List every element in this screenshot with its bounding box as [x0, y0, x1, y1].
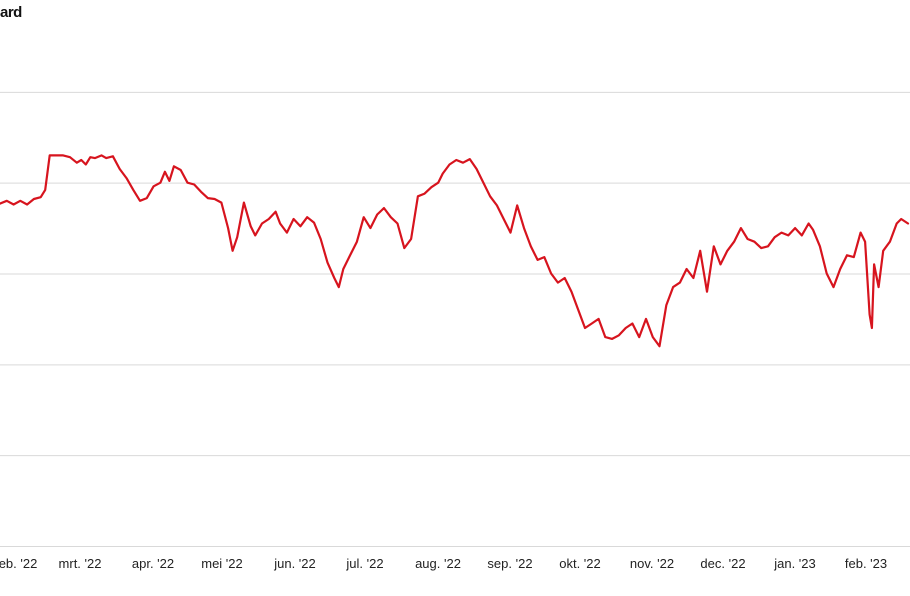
- x-tick-label: jan. '23: [773, 556, 816, 571]
- x-tick-label: sep. '22: [487, 556, 532, 571]
- x-tick-label: mei '22: [201, 556, 243, 571]
- x-tick-label: okt. '22: [559, 556, 601, 571]
- series-line-0: [0, 154, 910, 348]
- x-tick-label: jun. '22: [273, 556, 316, 571]
- x-tick-label: nov. '22: [630, 556, 674, 571]
- chart-title: ard: [0, 4, 22, 21]
- x-tick-label: apr. '22: [132, 556, 174, 571]
- x-tick-label: mrt. '22: [59, 556, 102, 571]
- x-tick-label: dec. '22: [700, 556, 745, 571]
- gridlines: [0, 91, 910, 547]
- x-tick-label: aug. '22: [415, 556, 461, 571]
- x-tick-label: jul. '22: [345, 556, 383, 571]
- x-tick-label: feb. '23: [845, 556, 887, 571]
- series-group: [0, 154, 910, 348]
- x-tick-label: eb. '22: [0, 556, 37, 571]
- x-axis-tick-labels: eb. '22 mrt. '22 apr. '22 mei '22 jun. '22 ju…: [0, 556, 887, 571]
